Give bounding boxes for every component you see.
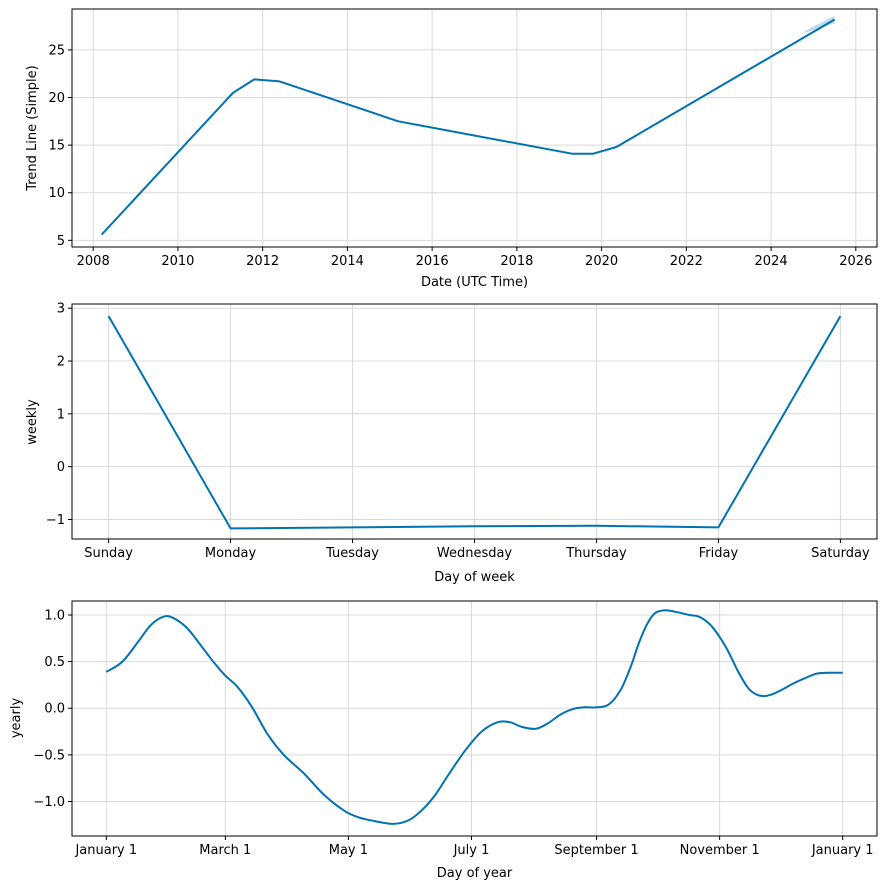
trend-uncertainty-band: [805, 15, 835, 33]
weekly-x-tick-label: Wednesday: [437, 546, 513, 561]
trend-x-tick-label: 2008: [77, 254, 110, 269]
yearly-x-tick-label: January 1: [811, 843, 874, 858]
yearly-x-tick-label: September 1: [554, 843, 638, 858]
trend-y-axis-label: Trend Line (Simple): [25, 65, 40, 191]
yearly-x-tick-label: November 1: [680, 843, 760, 858]
trend-panel: 2008 2010 2012 2014 2016 2018 2020 2022 2024 2026…: [25, 8, 878, 290]
yearly-line-series: [105, 609, 843, 825]
weekly-x-tick-label: Tuesday: [325, 546, 379, 561]
weekly-y-axis-label: weekly: [25, 399, 40, 445]
trend-x-tick-label: 2012: [246, 254, 279, 269]
weekly-y-tick-label: 3: [57, 302, 65, 317]
weekly-x-ticks: Sunday Monday Tuesday Wednesday Thursday Frid…: [84, 539, 870, 561]
weekly-y-tick-label: 2: [57, 355, 65, 370]
trend-x-tick-label: 2010: [161, 254, 194, 269]
trend-x-ticks: 2008 2010 2012 2014 2016 2018 2020 2022 2024 2026: [77, 247, 872, 269]
weekly-y-tick-label: −1: [46, 513, 65, 528]
weekly-x-tick-label: Sunday: [84, 546, 133, 561]
yearly-plot-frame: [71, 600, 878, 837]
trend-y-tick-label: 5: [57, 234, 65, 249]
yearly-x-tick-label: January 1: [74, 843, 137, 858]
yearly-y-tick-label: −0.5: [33, 748, 65, 763]
yearly-y-axis-label: yearly: [9, 698, 24, 739]
yearly-grid: [72, 601, 877, 836]
trend-x-axis-label: Date (UTC Time): [421, 275, 528, 290]
weekly-line-series: [107, 315, 842, 530]
yearly-x-tick-label: July 1: [453, 843, 490, 858]
weekly-x-tick-label: Saturday: [811, 546, 870, 561]
weekly-y-tick-label: 0: [57, 460, 65, 475]
trend-uncertainty-area: [805, 15, 835, 33]
yearly-y-ticks: −1.0 −0.5 0.0 0.5 1.0: [33, 608, 72, 810]
trend-x-tick-label: 2024: [755, 254, 788, 269]
trend-y-tick-label: 20: [48, 91, 65, 106]
weekly-x-tick-label: Friday: [699, 546, 739, 561]
weekly-y-tick-label: 1: [57, 407, 65, 422]
yearly-x-tick-label: March 1: [199, 843, 251, 858]
trend-x-tick-label: 2026: [839, 254, 872, 269]
yearly-y-tick-label: 0.5: [44, 655, 65, 670]
weekly-x-axis-label: Day of week: [434, 570, 515, 585]
trend-x-tick-label: 2016: [416, 254, 449, 269]
weekly-y-ticks: −1 0 1 2 3: [46, 302, 72, 528]
trend-x-tick-label: 2020: [585, 254, 618, 269]
yearly-y-tick-label: 0.0: [44, 702, 65, 717]
trend-y-ticks: 5 10 15 20 25: [48, 43, 72, 249]
yearly-x-ticks: January 1 March 1 May 1 July 1 September 1 No…: [74, 836, 874, 858]
weekly-x-tick-label: Thursday: [565, 546, 627, 561]
yearly-panel: January 1 March 1 May 1 July 1 September 1 No…: [9, 600, 878, 881]
trend-x-tick-label: 2018: [500, 254, 533, 269]
trend-plot-frame: [71, 8, 878, 248]
weekly-panel: Sunday Monday Tuesday Wednesday Thursday Frid…: [25, 302, 878, 585]
yearly-x-axis-label: Day of year: [437, 866, 513, 881]
yearly-y-tick-label: 1.0: [44, 608, 65, 623]
trend-x-tick-label: 2014: [331, 254, 364, 269]
weekly-grid: [72, 304, 877, 539]
weekly-x-tick-label: Monday: [205, 546, 257, 561]
trend-y-tick-label: 25: [48, 43, 65, 58]
trend-y-tick-label: 15: [48, 139, 65, 154]
trend-line-series: [100, 18, 836, 236]
trend-grid: [72, 9, 877, 247]
yearly-x-tick-label: May 1: [329, 843, 368, 858]
trend-y-tick-label: 10: [48, 186, 65, 201]
yearly-y-tick-label: −1.0: [33, 795, 65, 810]
trend-x-tick-label: 2022: [670, 254, 703, 269]
